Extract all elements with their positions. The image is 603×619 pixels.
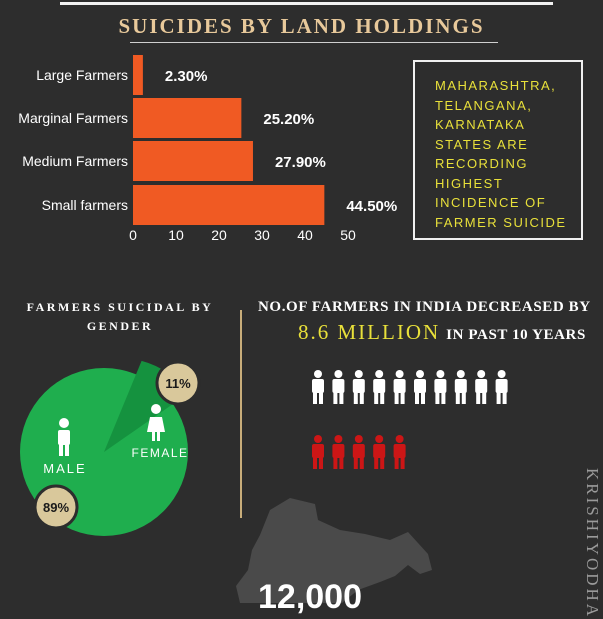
india-map-icon — [236, 498, 432, 603]
top-rule — [60, 2, 553, 5]
category-label: Small farmers — [42, 197, 128, 213]
data-label: 44.50% — [346, 198, 397, 215]
person-icon-white — [373, 370, 386, 404]
person-icon-white — [352, 370, 365, 404]
x-tick-label: 50 — [340, 227, 356, 243]
data-label: 27.90% — [275, 154, 326, 171]
chart-title: SUICIDES BY LAND HOLDINGS — [118, 14, 485, 38]
gender-title: FARMERS SUICIDAL BY GENDER — [14, 298, 226, 336]
section-divider — [240, 310, 242, 518]
female-label: FEMALE — [131, 446, 188, 460]
person-icon-white — [454, 370, 467, 404]
bar — [133, 55, 143, 95]
info-line: RECORDING — [435, 156, 528, 171]
bar-chart: Large Farmers 2.30% Marginal Farmers 25.20%… — [18, 55, 397, 243]
info-line: INCIDENCE OF — [435, 195, 547, 210]
female-pct-label: 11% — [165, 376, 191, 391]
male-icon — [58, 418, 70, 456]
male-pct-label: 89% — [43, 500, 69, 515]
title-underline — [130, 42, 498, 43]
decline-number: 8.6 MILLION — [298, 320, 441, 344]
data-label: 25.20% — [263, 111, 314, 128]
x-tick-label: 0 — [129, 227, 137, 243]
x-tick-label: 10 — [168, 227, 184, 243]
person-icon-red — [352, 435, 365, 469]
person-icon-white — [495, 370, 508, 404]
decline-line-2: 8.6 MILLION IN PAST 10 YEARS — [298, 320, 586, 345]
person-icon-white — [475, 370, 488, 404]
x-tick-label: 20 — [211, 227, 227, 243]
map-number: 12,000 — [258, 578, 362, 616]
person-icon-red — [373, 435, 386, 469]
person-icon-white — [393, 370, 406, 404]
person-icon-white — [414, 370, 426, 404]
gender-pie-chart: MALE FEMALE 11% 89% — [20, 360, 201, 536]
decline-suffix: IN PAST 10 YEARS — [446, 327, 586, 343]
x-tick-label: 30 — [254, 227, 270, 243]
bar — [133, 98, 242, 138]
person-icon-white — [312, 370, 324, 404]
info-box: MAHARASHTRA, TELANGANA, KARNATAKA STATES AR… — [413, 60, 583, 240]
info-line: TELANGANA, — [435, 97, 533, 113]
x-tick-label: 40 — [297, 227, 313, 243]
person-icon-red — [393, 435, 406, 469]
brand-watermark: KRISHIYODHA — [583, 468, 602, 619]
male-badge — [33, 484, 79, 530]
bar — [133, 185, 325, 225]
person-icon-white — [434, 370, 447, 404]
gender-title-line-2: GENDER — [86, 319, 154, 333]
info-line: FARMER SUICIDE — [435, 214, 567, 230]
male-label: MALE — [43, 461, 86, 476]
person-icon-red — [312, 435, 324, 469]
people-pictogram — [312, 370, 508, 469]
gender-title-line-1: FARMERS SUICIDAL BY — [26, 300, 214, 314]
decline-heading: NO.OF FARMERS IN INDIA DECREASED BY — [258, 299, 591, 315]
info-line: KARNATAKA — [435, 117, 526, 132]
bar — [133, 141, 253, 181]
category-label: Medium Farmers — [22, 153, 128, 169]
female-icon — [147, 404, 165, 441]
info-line: MAHARASHTRA, — [435, 78, 557, 93]
female-badge — [155, 360, 201, 406]
data-label: 2.30% — [165, 68, 208, 85]
info-line: STATES ARE — [435, 136, 529, 152]
person-icon-red — [332, 435, 345, 469]
category-label: Large Farmers — [36, 67, 128, 83]
category-label: Marginal Farmers — [18, 110, 128, 126]
info-line: HIGHEST — [435, 175, 504, 191]
person-icon-white — [332, 370, 345, 404]
